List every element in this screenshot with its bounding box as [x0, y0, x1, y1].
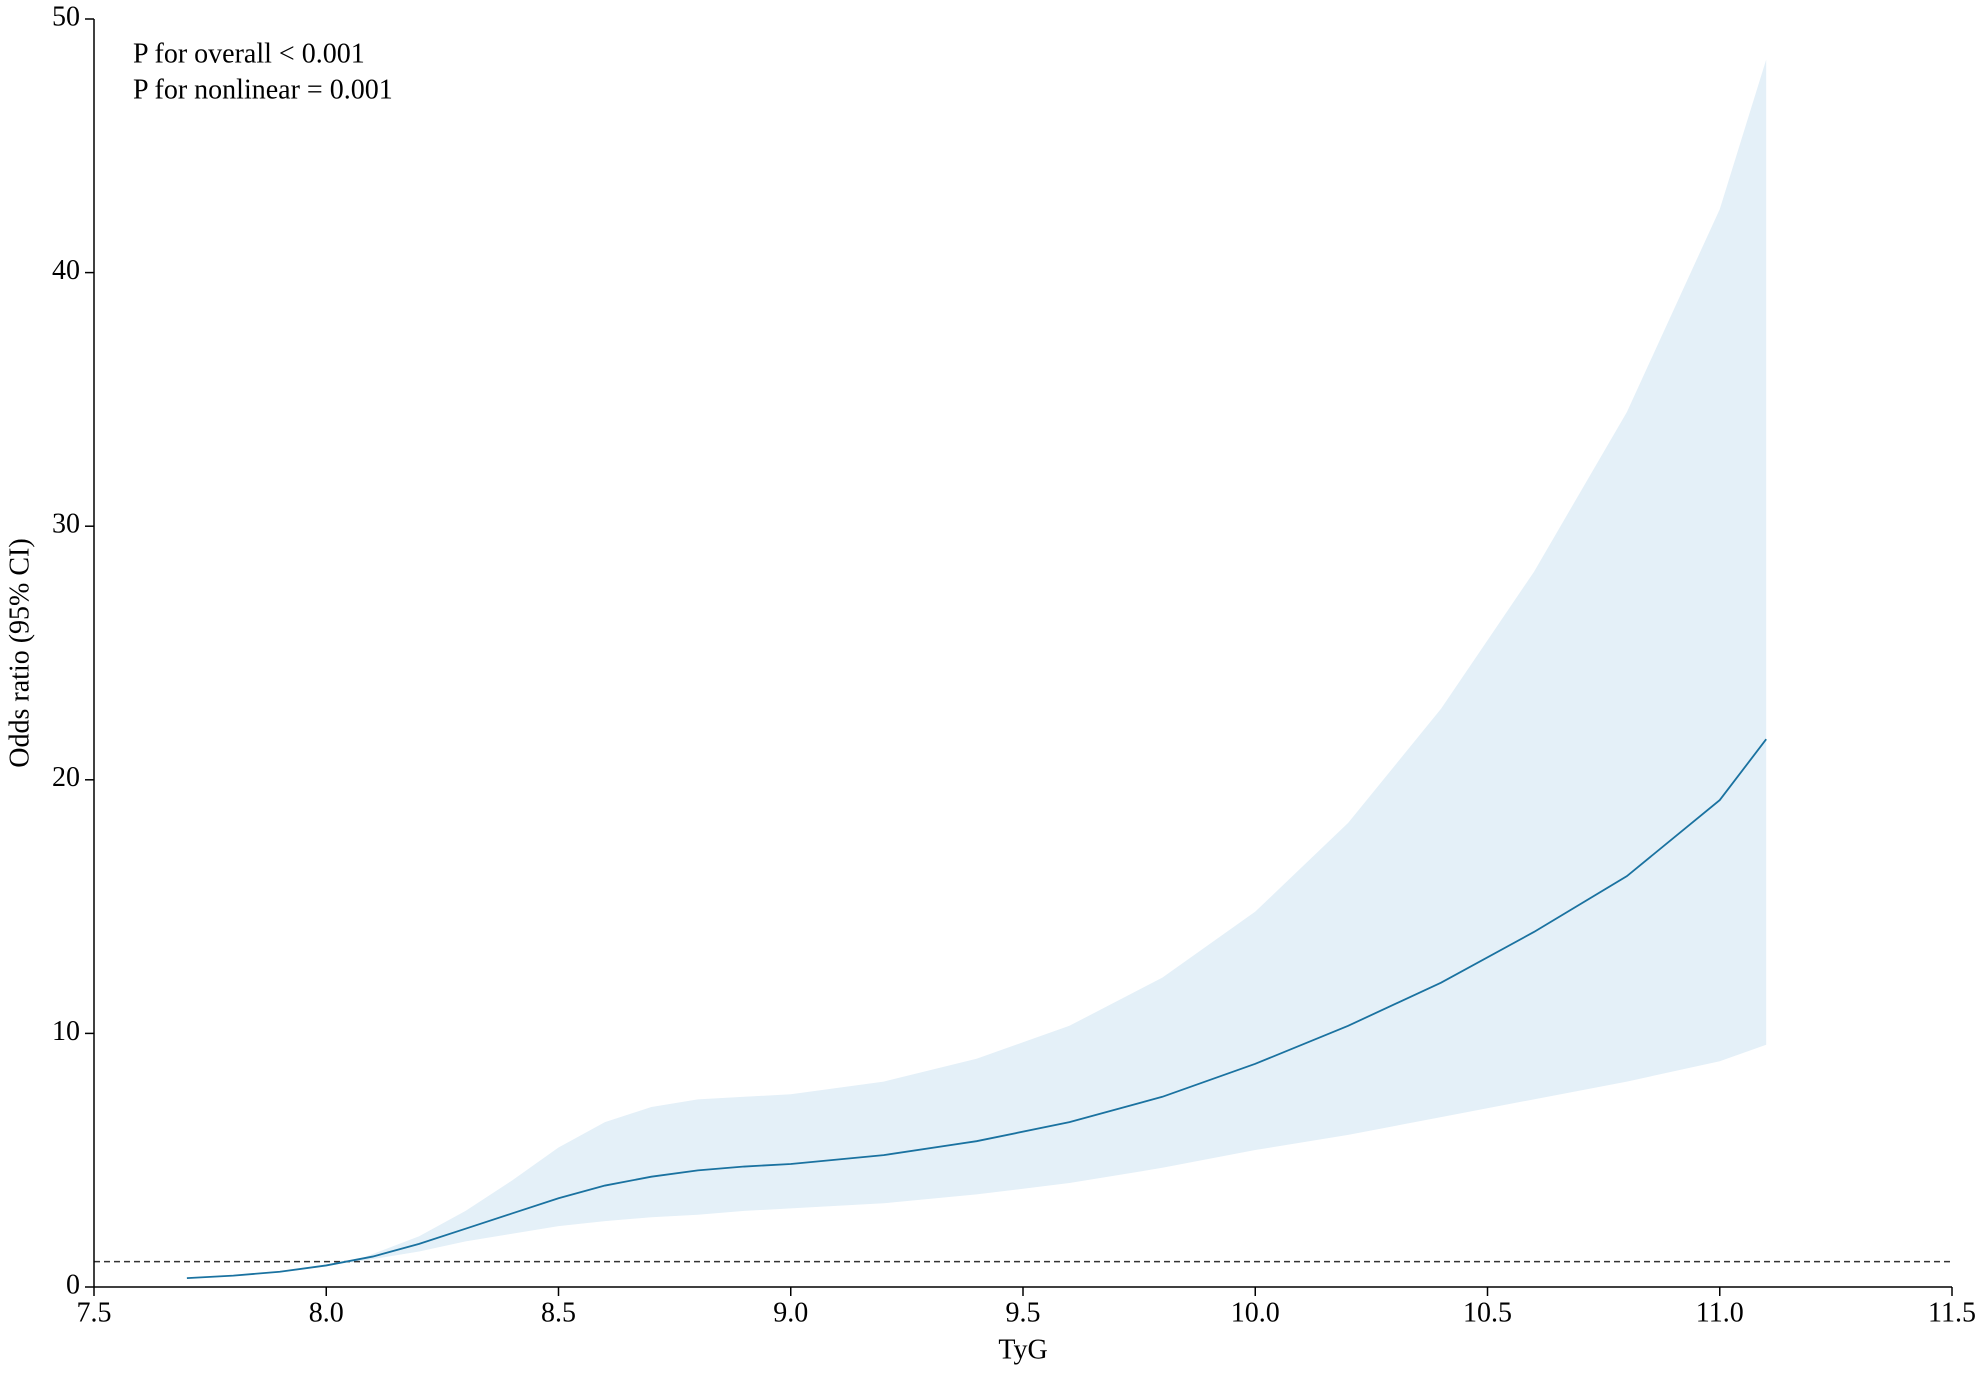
- y-tick-label: 40: [52, 255, 80, 286]
- y-tick-label: 50: [52, 1, 80, 32]
- y-tick-label: 20: [52, 762, 80, 793]
- x-tick-label: 11.5: [1928, 1297, 1976, 1328]
- y-axis-label: Odds ratio (95% CI): [4, 538, 35, 767]
- x-tick-label: 8.5: [541, 1297, 576, 1328]
- x-tick-label: 10.0: [1231, 1297, 1280, 1328]
- y-tick-label: 10: [52, 1016, 80, 1047]
- annotation: P for nonlinear = 0.001: [133, 74, 393, 105]
- y-tick-label: 30: [52, 509, 80, 540]
- annotation: P for overall < 0.001: [133, 38, 365, 69]
- x-tick-label: 9.0: [773, 1297, 808, 1328]
- x-tick-label: 8.0: [309, 1297, 344, 1328]
- x-tick-label: 10.5: [1463, 1297, 1512, 1328]
- x-tick-label: 9.5: [1006, 1297, 1041, 1328]
- y-tick-label: 0: [66, 1269, 80, 1300]
- ci-band: [349, 59, 1767, 1263]
- or-line: [186, 738, 1767, 1280]
- x-tick-label: 7.5: [77, 1297, 112, 1328]
- x-axis-label: TyG: [998, 1334, 1047, 1365]
- x-tick-label: 11.0: [1696, 1297, 1744, 1328]
